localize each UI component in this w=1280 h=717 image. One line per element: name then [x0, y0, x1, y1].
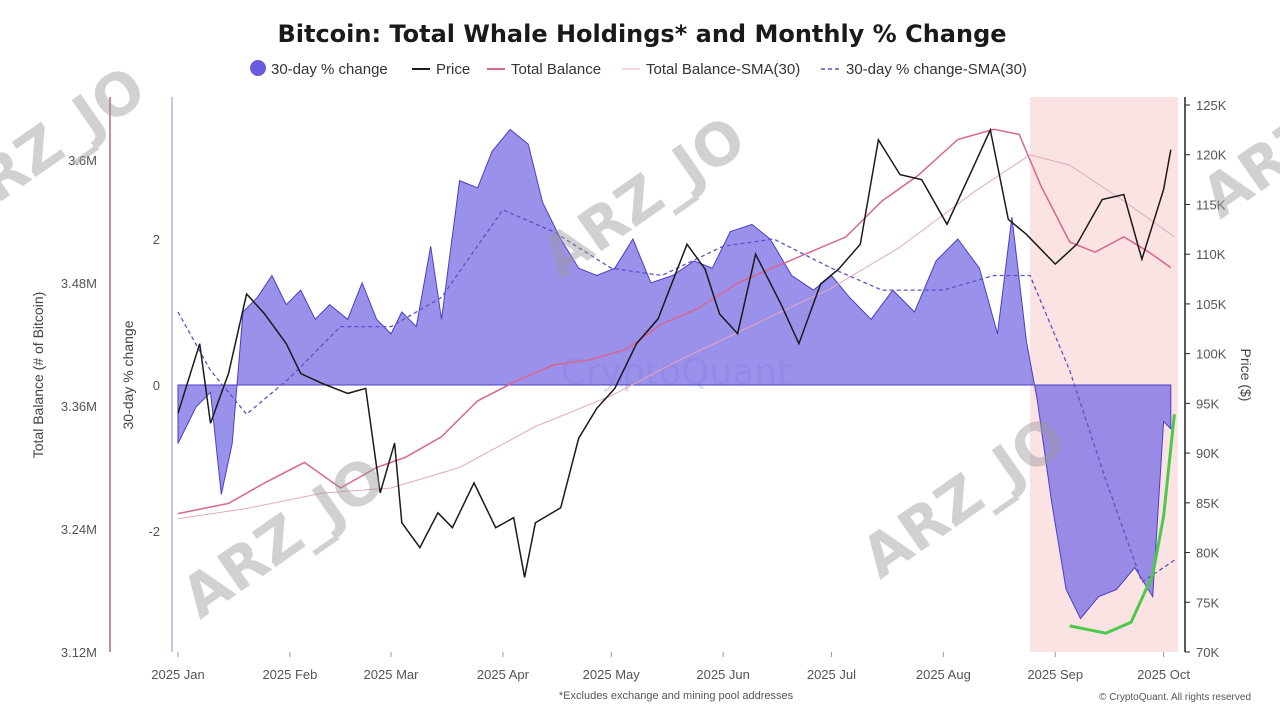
pct-change-area-layer — [177, 128, 1172, 620]
watermark-arz-jo-1: ARZ_JO — [0, 53, 158, 241]
price-tick-label: 115K — [1196, 197, 1226, 212]
price-tick-label: 85K — [1196, 496, 1219, 511]
legend-label-price: Price — [436, 61, 470, 78]
price-tick-label: 95K — [1196, 396, 1219, 411]
balance-tick-label: 3.24M — [61, 522, 97, 537]
price-tick-label: 110K — [1196, 247, 1226, 262]
x-tick-label: 2025 Mar — [364, 667, 420, 682]
x-tick-label: 2025 Apr — [477, 667, 530, 682]
axis-ticks: 3.6M 3.48M 3.36M 3.24M 3.12M 2 0 -2 125K 120K 115K… — [61, 98, 1227, 682]
x-tick-label: 2025 Jun — [696, 667, 750, 682]
x-tick-label: 2025 Jan — [151, 667, 205, 682]
price-tick-label: 80K — [1196, 546, 1219, 561]
x-tick-label: 2025 Sep — [1027, 667, 1083, 682]
balance-tick-label: 3.6M — [68, 153, 97, 168]
balance-axis-title: Total Balance (# of Bitcoin) — [30, 292, 46, 459]
price-tick-label: 120K — [1196, 148, 1227, 163]
price-tick-label: 75K — [1196, 595, 1219, 610]
legend-swatch-pct-change — [250, 60, 266, 76]
balance-tick-label: 3.48M — [61, 276, 97, 291]
footnote: *Excludes exchange and mining pool addre… — [559, 690, 794, 702]
x-tick-label: 2025 Feb — [262, 667, 317, 682]
x-tick-label: 2025 May — [583, 667, 641, 682]
x-tick-label: 2025 Oct — [1137, 667, 1190, 682]
price-tick-label: 105K — [1196, 297, 1227, 312]
chart-title: Bitcoin: Total Whale Holdings* and Month… — [277, 20, 1006, 48]
legend-label-pct-change: 30-day % change — [271, 61, 388, 78]
price-tick-label: 70K — [1196, 645, 1219, 660]
price-axis-title: Price ($) — [1238, 349, 1254, 402]
green-trend-curve — [1069, 414, 1176, 635]
legend-label-total-balance: Total Balance — [511, 61, 601, 78]
legend-label-total-balance-sma: Total Balance-SMA(30) — [646, 61, 800, 78]
pct-tick-label: 0 — [153, 378, 160, 393]
price-tick-label: 125K — [1196, 98, 1227, 113]
credit: © CryptoQuant. All rights reserved — [1099, 692, 1251, 703]
price-tick-label: 90K — [1196, 446, 1219, 461]
pct-change-area — [177, 128, 1172, 620]
price-tick-label: 100K — [1196, 347, 1227, 362]
pct-tick-label: 2 — [153, 232, 160, 247]
price-line — [177, 127, 1172, 578]
balance-tick-label: 3.36M — [61, 399, 97, 414]
series-lines-layer — [177, 127, 1176, 635]
pct-tick-label: -2 — [148, 524, 160, 539]
watermark-arz-jo-4: ARZ_JO — [169, 443, 398, 631]
balance-tick-label: 3.12M — [61, 645, 97, 660]
pct-axis-title: 30-day % change — [120, 320, 136, 429]
total-balance-line — [177, 128, 1172, 515]
legend-label-pct-change-sma: 30-day % change-SMA(30) — [846, 61, 1027, 78]
legend: 30-day % change Price Total Balance Tota… — [250, 60, 1027, 78]
total-balance-sma-line — [177, 154, 1175, 520]
x-tick-label: 2025 Aug — [916, 667, 971, 682]
x-tick-label: 2025 Jul — [807, 667, 856, 682]
